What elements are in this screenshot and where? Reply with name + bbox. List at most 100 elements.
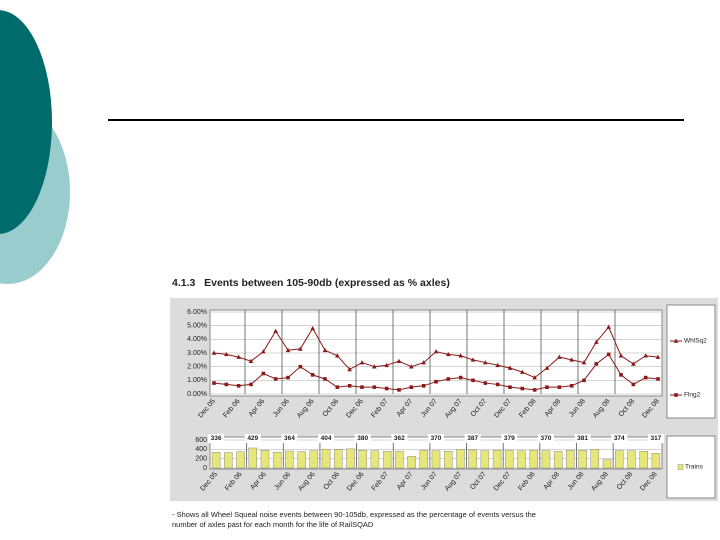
value-label-box (647, 434, 664, 443)
bar (297, 451, 306, 469)
bar (480, 450, 490, 469)
value-label-box (428, 434, 444, 443)
point-marker (446, 351, 451, 357)
point-marker (483, 381, 488, 385)
point-marker (421, 384, 426, 388)
bar (224, 452, 233, 469)
value-label-box (244, 434, 261, 443)
value-label: 380 (357, 435, 368, 442)
point-marker (655, 354, 661, 359)
point-marker (643, 353, 648, 358)
value-label-box (537, 434, 554, 443)
point-marker (273, 377, 278, 381)
point-marker (360, 385, 364, 389)
y-tick-label: 200 (195, 456, 207, 463)
bar (529, 450, 538, 469)
legend-label: Trains (685, 464, 704, 471)
bar (566, 450, 575, 469)
point-marker (286, 375, 290, 380)
point-marker (495, 382, 500, 387)
legend-swatch (677, 464, 684, 470)
point-marker (631, 361, 636, 366)
value-label: 370 (541, 435, 552, 442)
bar (346, 448, 355, 469)
point-marker (569, 384, 574, 388)
point-marker (409, 364, 414, 369)
point-marker (446, 377, 451, 381)
point-marker (310, 325, 315, 331)
bar (468, 449, 477, 469)
point-marker (212, 381, 216, 385)
value-label: 364 (284, 435, 295, 442)
legend-marker (673, 338, 679, 343)
y-tick-label: 6.00% (187, 309, 207, 316)
bar (578, 450, 587, 469)
point-marker (335, 385, 340, 389)
point-marker (544, 365, 550, 370)
legend-label: WhlSq2 (684, 338, 707, 345)
point-marker (471, 378, 475, 383)
bar (248, 447, 257, 469)
bar (285, 450, 294, 469)
point-marker (557, 354, 562, 359)
value-label: 374 (614, 435, 625, 442)
value-label: 387 (467, 435, 478, 442)
y-tick-label: 4.00% (187, 336, 207, 343)
value-label-box (208, 434, 225, 443)
legend-box (666, 435, 716, 499)
caption-line: - Shows all Wheel Squeal noise events be… (172, 510, 536, 519)
point-marker (224, 382, 229, 387)
bar (615, 450, 624, 469)
point-marker (470, 357, 476, 362)
legend-box (666, 304, 716, 419)
y-tick-label: 2.00% (187, 364, 207, 371)
point-marker (569, 357, 574, 362)
value-label: 370 (431, 435, 442, 442)
point-marker (310, 373, 315, 377)
y-tick-label: 1.00% (187, 377, 207, 384)
value-label: 381 (577, 435, 588, 442)
point-marker (236, 384, 241, 388)
bar (370, 450, 380, 469)
value-label: 336 (211, 435, 222, 442)
point-marker (372, 364, 377, 369)
bar (492, 450, 502, 469)
bar (590, 449, 600, 469)
point-marker (619, 373, 623, 377)
value-label: 429 (247, 435, 258, 442)
point-marker (384, 362, 389, 368)
value-label-box (354, 434, 371, 443)
point-marker (606, 352, 611, 357)
bar (309, 450, 319, 469)
y-tick-label: 600 (195, 437, 207, 444)
point-marker (421, 360, 426, 365)
point-marker (433, 349, 439, 354)
bar (627, 450, 636, 469)
point-marker (397, 388, 401, 392)
bar (419, 450, 429, 469)
point-marker (495, 362, 500, 368)
value-label: 362 (394, 435, 405, 442)
point-marker (396, 358, 402, 363)
bar (211, 452, 221, 469)
point-marker (557, 385, 562, 389)
point-marker (298, 364, 303, 369)
point-marker (273, 328, 278, 333)
point-marker (618, 353, 624, 358)
bar (456, 449, 465, 469)
point-marker (409, 385, 414, 389)
bar (541, 450, 551, 469)
value-label: 317 (650, 435, 661, 442)
value-label-box (611, 434, 628, 443)
point-marker (384, 386, 389, 391)
point-marker (631, 382, 636, 387)
point-marker (335, 353, 340, 358)
value-label-box (281, 434, 298, 443)
point-marker (606, 324, 611, 329)
value-label: 404 (321, 435, 332, 442)
value-label-box (501, 434, 518, 443)
legend-label: Flng2 (684, 392, 701, 399)
point-marker (434, 379, 438, 384)
